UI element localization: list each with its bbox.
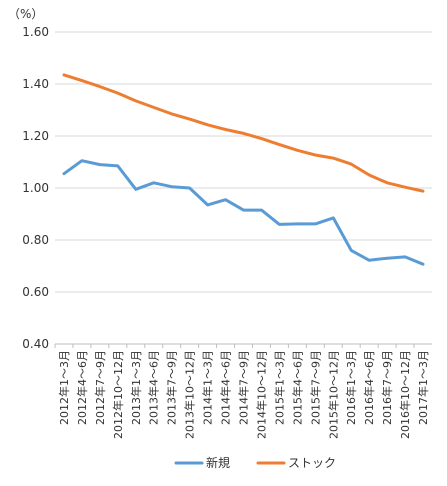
x-tick-label: 2014年10～12月 [254, 350, 268, 439]
x-axis-ticks: 2012年1～3月 2012年4～6月 2012年7～9月 2012年10～12月 20… [54, 344, 430, 439]
x-tick-label: 2012年10～12月 [111, 350, 125, 439]
x-tick-label: 2014年1～3月 [201, 350, 215, 425]
legend-label: 新規 [206, 455, 230, 470]
y-tick-label: 1.00 [22, 181, 49, 195]
x-tick-label: 2014年4～6月 [219, 350, 233, 425]
legend-label: ストック [288, 456, 336, 470]
grid-lines [55, 31, 432, 345]
series-line-stock [62, 73, 425, 193]
x-tick-label: 2012年1～3月 [57, 350, 71, 425]
x-tick-label: 2017年1～3月 [416, 350, 430, 425]
x-tick-label: 2013年4～6月 [147, 350, 161, 425]
y-tick-label: 0.80 [22, 233, 49, 247]
x-tick-label: 2013年7～9月 [165, 350, 179, 425]
y-tick-label: 0.60 [22, 285, 49, 299]
y-tick-label: 1.20 [22, 129, 49, 143]
legend: 新規 ストック [174, 455, 336, 470]
x-tick-label: 2016年10～12月 [398, 350, 412, 439]
y-tick-label: 0.40 [22, 337, 49, 351]
x-tick-label: 2012年4～6月 [75, 350, 89, 425]
y-unit-label: （%） [8, 7, 43, 21]
x-tick-label: 2013年10～12月 [183, 350, 197, 439]
x-tick-label: 2016年4～6月 [362, 350, 376, 425]
y-tick-label: 1.40 [22, 77, 49, 91]
series-line-shinki [62, 159, 425, 266]
x-tick-label: 2015年1～3月 [272, 350, 286, 425]
y-tick-label: 1.60 [22, 25, 49, 39]
x-tick-label: 2016年1～3月 [344, 350, 358, 425]
x-tick-label: 2012年7～9月 [93, 350, 107, 425]
x-tick-label: 2016年7～9月 [380, 350, 394, 425]
y-axis-ticks: 0.40 0.60 0.80 1.00 1.20 1.40 1.60 [22, 25, 49, 351]
x-tick-label: 2014年7～9月 [237, 350, 251, 425]
x-tick-label: 2015年10～12月 [326, 350, 340, 439]
x-tick-label: 2015年4～6月 [290, 350, 304, 425]
x-tick-label: 2015年7～9月 [308, 350, 322, 425]
series-lines [62, 73, 425, 266]
x-tick-label: 2013年1～3月 [129, 350, 143, 425]
